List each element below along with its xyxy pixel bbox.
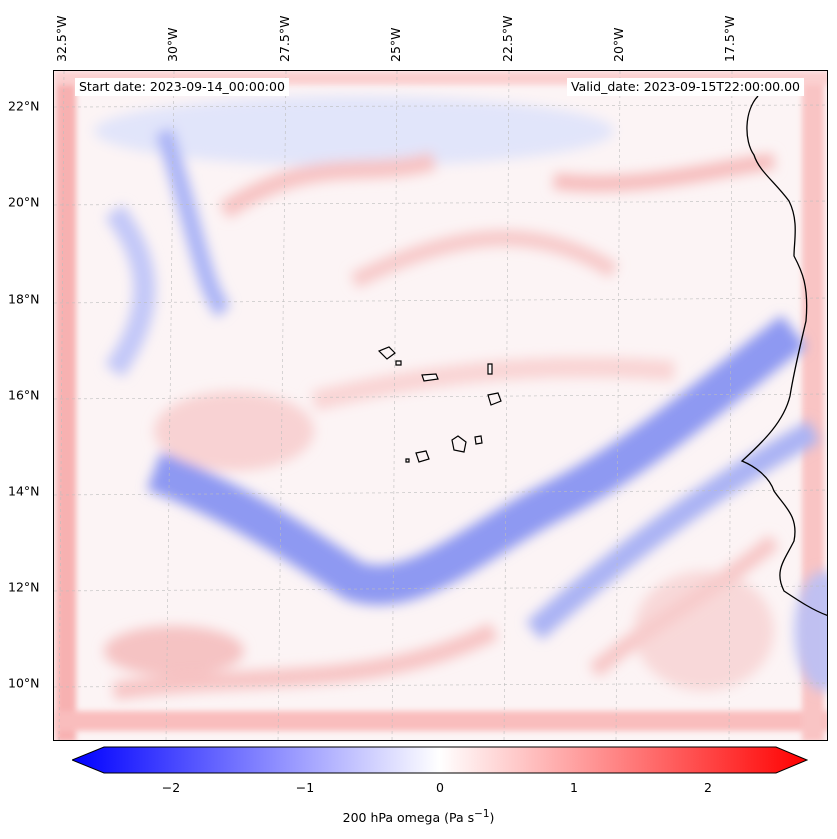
colorbar-label-exponent: −1 bbox=[474, 808, 490, 820]
lon-label-17-5w: 17.5°W bbox=[722, 15, 737, 62]
lat-label-12n: 12°N bbox=[8, 579, 40, 595]
lat-label-10n: 10°N bbox=[8, 675, 40, 691]
lon-label-20w: 20°W bbox=[611, 27, 626, 62]
lon-label-30w: 30°W bbox=[165, 27, 180, 62]
lat-label-14n: 14°N bbox=[8, 483, 40, 499]
lon-label-27-5w: 27.5°W bbox=[277, 15, 292, 62]
graticule bbox=[54, 71, 827, 740]
lon-label-32-5w: 32.5°W bbox=[54, 15, 69, 62]
colorbar-tick-2: 2 bbox=[704, 780, 712, 795]
colorbar-tick-neg2: −2 bbox=[161, 780, 181, 795]
omega-field bbox=[54, 71, 827, 740]
colorbar-tick-neg1: −1 bbox=[295, 780, 315, 795]
colorbar-label-text: 200 hPa omega (Pa s bbox=[342, 810, 475, 826]
colorbar-tick-1: 1 bbox=[570, 780, 578, 795]
colorbar-label: 200 hPa omega (Pa s−1) bbox=[0, 808, 837, 825]
start-date-label: Start date: 2023-09-14_00:00:00 bbox=[75, 78, 289, 96]
coastline bbox=[740, 95, 827, 616]
colorbar-tick-0: 0 bbox=[436, 780, 444, 795]
valid-date-label: Valid_date: 2023-09-15T22:00:00.00 bbox=[566, 78, 804, 96]
lat-label-18n: 18°N bbox=[8, 291, 40, 307]
cape-verde-islands bbox=[377, 346, 502, 463]
lon-label-25w: 25°W bbox=[388, 27, 403, 62]
lat-label-20n: 20°N bbox=[8, 194, 40, 210]
colorbar-label-close: ) bbox=[489, 810, 495, 826]
lat-label-22n: 22°N bbox=[8, 98, 40, 114]
omega-map bbox=[53, 70, 828, 741]
colorbar bbox=[72, 746, 808, 774]
lat-label-16n: 16°N bbox=[8, 387, 40, 403]
lon-label-22-5w: 22.5°W bbox=[500, 15, 515, 62]
